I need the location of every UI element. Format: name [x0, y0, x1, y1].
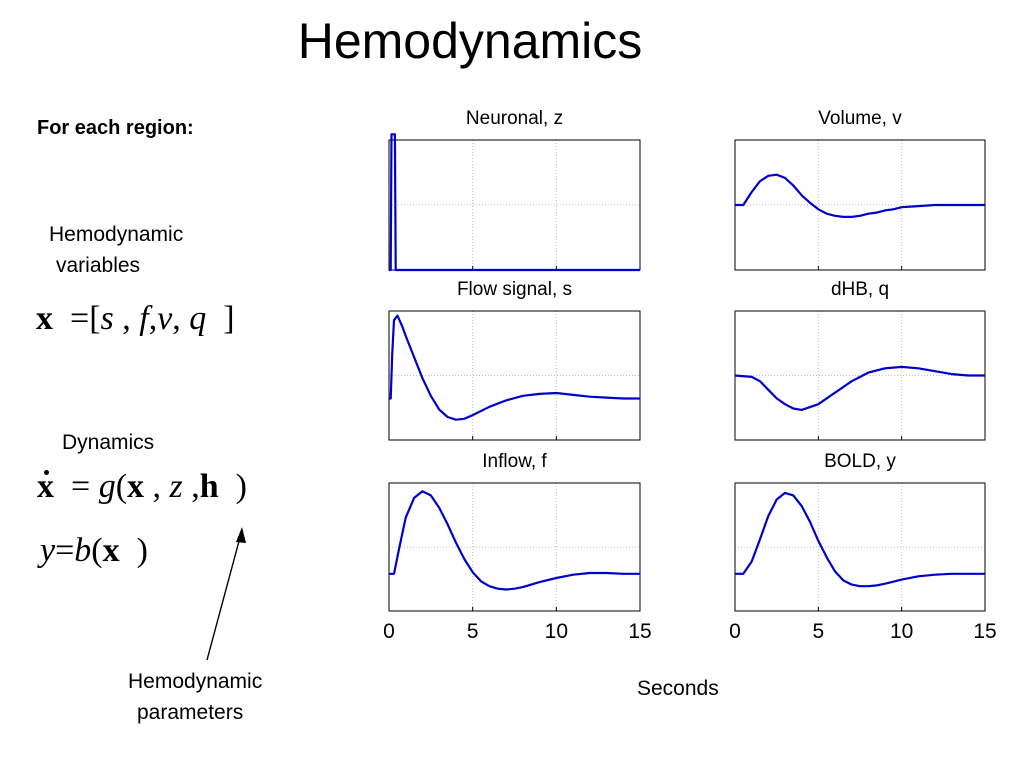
x-tick-label: 10: [545, 620, 568, 643]
plot-frame: [388, 310, 641, 441]
series-line: [735, 491, 985, 588]
output-equation: y=b(x ): [40, 532, 148, 569]
series-line: [389, 490, 640, 591]
panel-title: Volume, v: [818, 108, 902, 129]
dynamics-equation: x = g(x , z ,h ): [37, 468, 247, 505]
x-tick-label: 5: [467, 620, 479, 643]
hemodynamic-variables-label-line1: Hemodynamic: [49, 223, 184, 246]
series-line: [735, 173, 985, 218]
state-vector-equation: x =[s , f,v, q ]: [36, 300, 235, 337]
series-line: [389, 133, 640, 272]
for-each-region-label: For each region:: [37, 117, 194, 139]
hemodynamic-parameters-label-line1: Hemodynamic: [128, 670, 263, 693]
hemodynamic-variables-label-line2: variables: [56, 254, 141, 277]
plot-frame: [734, 482, 986, 612]
panel-title: Neuronal, z: [466, 108, 563, 129]
x-tick-label: 10: [890, 620, 913, 643]
x-tick-label: 5: [812, 620, 824, 643]
series-line: [734, 365, 985, 411]
x-tick-label: 0: [383, 620, 395, 643]
x-tick-label: 15: [628, 620, 651, 643]
x-tick-label: 0: [729, 620, 741, 643]
hemodynamic-parameters-label-line2: parameters: [137, 701, 244, 724]
x-tick-label: 15: [973, 620, 996, 643]
slide-title: Hemodynamics: [297, 13, 643, 69]
panel-title: dHB, q: [831, 279, 889, 300]
panel-title: BOLD, y: [824, 451, 896, 472]
panel-title: Flow signal, s: [457, 279, 572, 300]
dynamics-label: Dynamics: [62, 431, 155, 454]
panel-title: Inflow, f: [482, 451, 547, 472]
x-axis-label: Seconds: [637, 677, 719, 700]
series-line: [389, 314, 640, 421]
plot-frame: [388, 482, 641, 612]
plot-frame: [734, 310, 986, 441]
